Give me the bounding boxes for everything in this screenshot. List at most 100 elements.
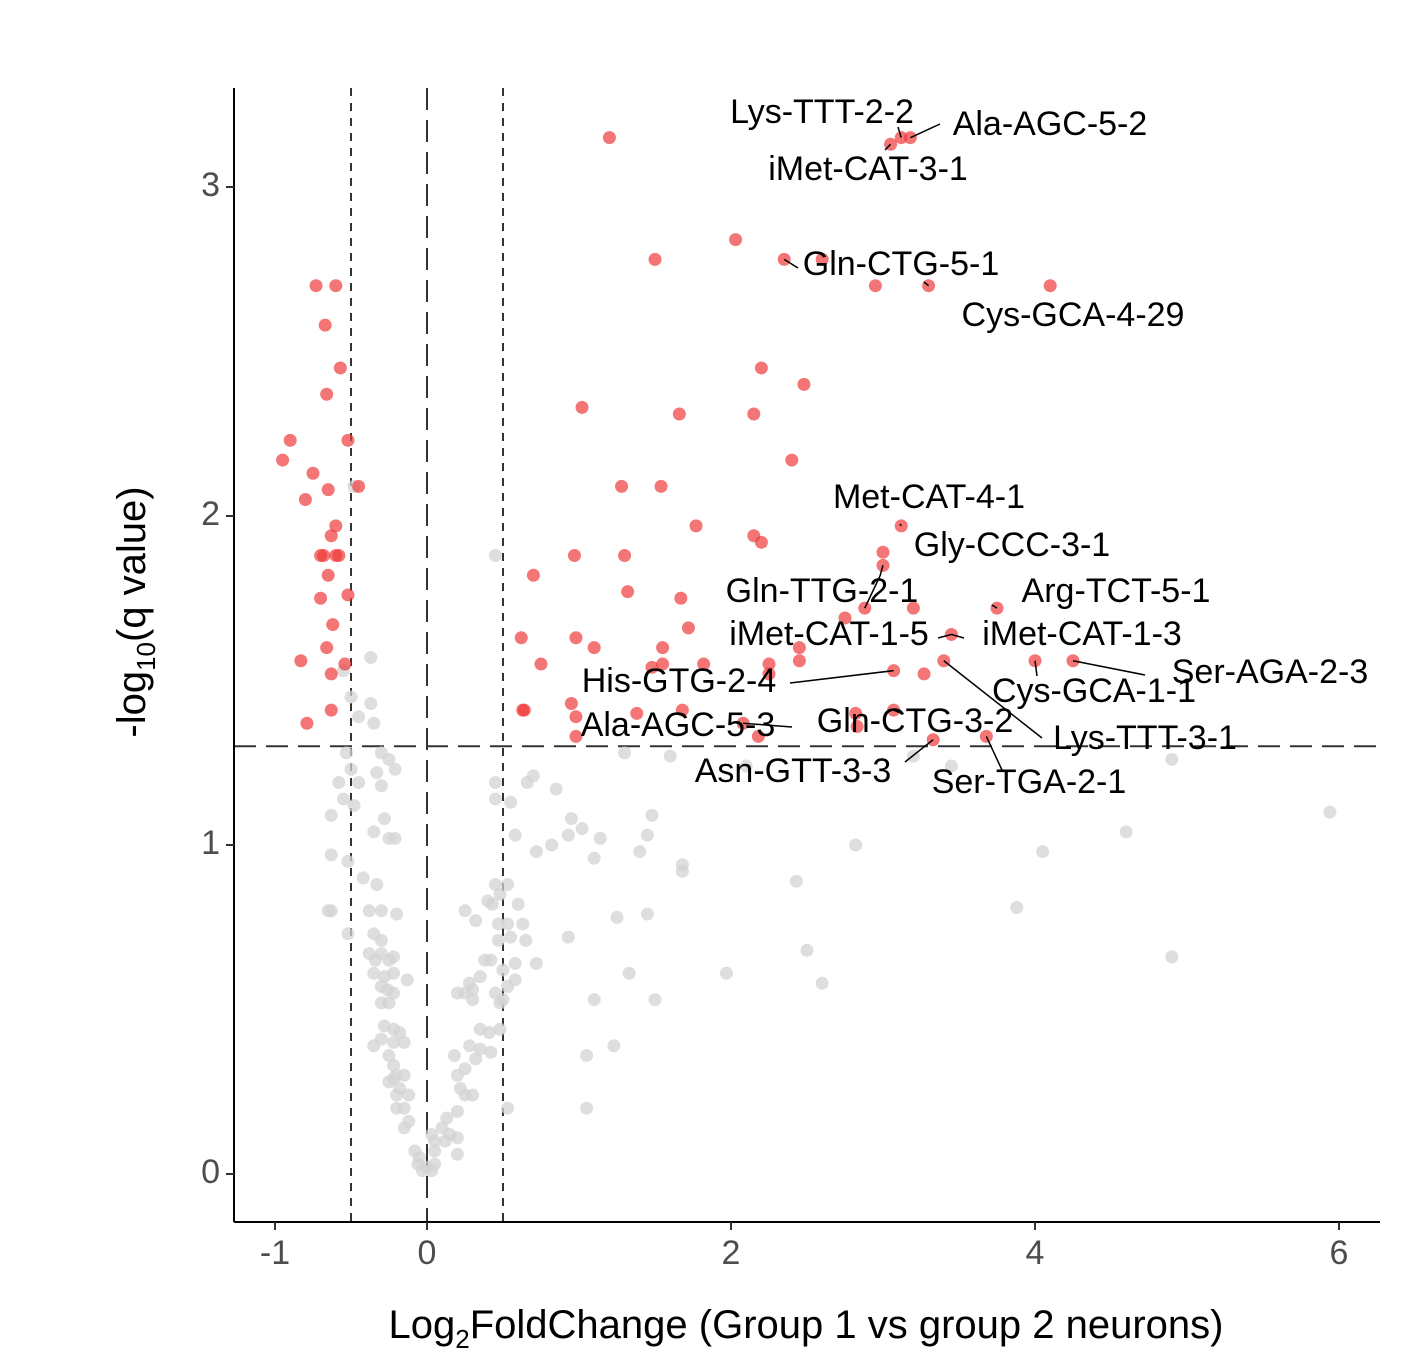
leader-line: [904, 739, 934, 763]
annotation-label: Lys-TTT-2-2: [730, 93, 914, 131]
non-significant-point: [367, 716, 381, 730]
significant-point: [689, 519, 703, 533]
non-significant-point: [469, 1052, 483, 1066]
annotation-label: Cys-GCA-4-29: [962, 296, 1185, 334]
non-significant-point: [367, 966, 381, 980]
non-significant-point: [511, 897, 525, 911]
significant-point: [917, 667, 931, 681]
non-significant-point: [397, 1121, 411, 1135]
non-significant-point: [428, 1134, 442, 1148]
non-significant-point: [789, 874, 803, 888]
significant-point: [569, 729, 583, 743]
non-significant-point: [387, 1035, 401, 1049]
non-significant-point: [393, 1081, 407, 1095]
non-significant-point: [356, 871, 370, 885]
significant-point: [314, 591, 328, 605]
annotation-label: His-GTG-2-4: [582, 662, 777, 700]
non-significant-point: [332, 775, 346, 789]
significant-point: [648, 252, 662, 266]
significant-point: [630, 706, 644, 720]
non-significant-point: [549, 782, 563, 796]
significant-point: [298, 493, 312, 507]
significant-point: [868, 279, 882, 293]
non-significant-point: [387, 1058, 401, 1072]
non-significant-point: [564, 812, 578, 826]
non-significant-point: [466, 993, 480, 1007]
significant-point: [747, 407, 761, 421]
x-tick-label: 0: [418, 1234, 437, 1272]
non-significant-point: [663, 749, 677, 763]
non-significant-point: [739, 759, 753, 773]
non-significant-point: [501, 979, 515, 993]
non-significant-point: [370, 877, 384, 891]
significant-point: [324, 529, 338, 543]
significant-point: [615, 479, 629, 493]
x-tick-label: 6: [1330, 1234, 1349, 1272]
annotation-label: Asn-GTT-3-3: [695, 752, 891, 790]
annotation-label: Arg-TCT-5-1: [1022, 572, 1211, 610]
non-significant-point: [397, 1068, 411, 1082]
non-significant-point: [545, 838, 559, 852]
non-significant-point: [508, 956, 522, 970]
non-significant-point: [473, 970, 487, 984]
significant-point: [324, 667, 338, 681]
non-significant-points: [321, 479, 1337, 1178]
significant-point: [1043, 279, 1057, 293]
non-significant-point: [382, 752, 396, 766]
non-significant-point: [473, 1042, 487, 1056]
non-significant-point: [618, 746, 632, 760]
non-significant-point: [508, 828, 522, 842]
non-significant-point: [491, 917, 505, 931]
significant-point: [656, 657, 670, 671]
non-significant-point: [640, 828, 654, 842]
significant-point: [792, 641, 806, 655]
leader-line: [943, 660, 1043, 739]
non-significant-point: [622, 966, 636, 980]
non-significant-point: [336, 792, 350, 806]
y-tick-label: 2: [201, 495, 220, 533]
non-significant-point: [1165, 752, 1179, 766]
significant-point: [320, 641, 334, 655]
significant-point: [564, 697, 578, 711]
significant-point: [656, 641, 670, 655]
y-tick-label: 0: [201, 1153, 220, 1191]
significant-point: [849, 706, 863, 720]
annotation-label: Gln-CTG-5-1: [803, 245, 999, 283]
leader-line: [789, 669, 894, 684]
x-tick-label: -1: [260, 1234, 290, 1272]
annotation-label: iMet-CAT-1-5: [729, 615, 929, 653]
y-tick-label: 3: [201, 166, 220, 204]
leader-line: [951, 633, 965, 639]
x-tick-label: 2: [722, 1234, 741, 1272]
significant-point: [526, 568, 540, 582]
significant-point: [352, 479, 366, 493]
significant-point: [320, 387, 334, 401]
non-significant-point: [488, 877, 502, 891]
non-significant-point: [382, 1049, 396, 1063]
non-significant-point: [374, 1032, 388, 1046]
non-significant-point: [481, 894, 495, 908]
non-significant-point: [493, 887, 507, 901]
y-tick-label: 1: [201, 824, 220, 862]
significant-point: [876, 545, 890, 559]
non-significant-point: [575, 822, 589, 836]
significant-point: [326, 618, 340, 632]
annotation-leader-lines: [743, 123, 1146, 771]
non-significant-point: [450, 1104, 464, 1118]
leader-line: [879, 565, 884, 577]
leader-line: [923, 281, 930, 287]
significant-point: [838, 611, 852, 625]
non-significant-point: [352, 775, 366, 789]
significant-point: [569, 631, 583, 645]
non-significant-point: [362, 904, 376, 918]
non-significant-point: [1323, 805, 1337, 819]
non-significant-point: [504, 930, 518, 944]
significant-point: [575, 400, 589, 414]
non-significant-point: [387, 986, 401, 1000]
significant-point: [321, 568, 335, 582]
non-significant-point: [388, 831, 402, 845]
leader-line: [910, 123, 941, 139]
significant-point: [332, 548, 346, 562]
non-significant-point: [488, 548, 502, 562]
significant-point: [276, 453, 290, 467]
